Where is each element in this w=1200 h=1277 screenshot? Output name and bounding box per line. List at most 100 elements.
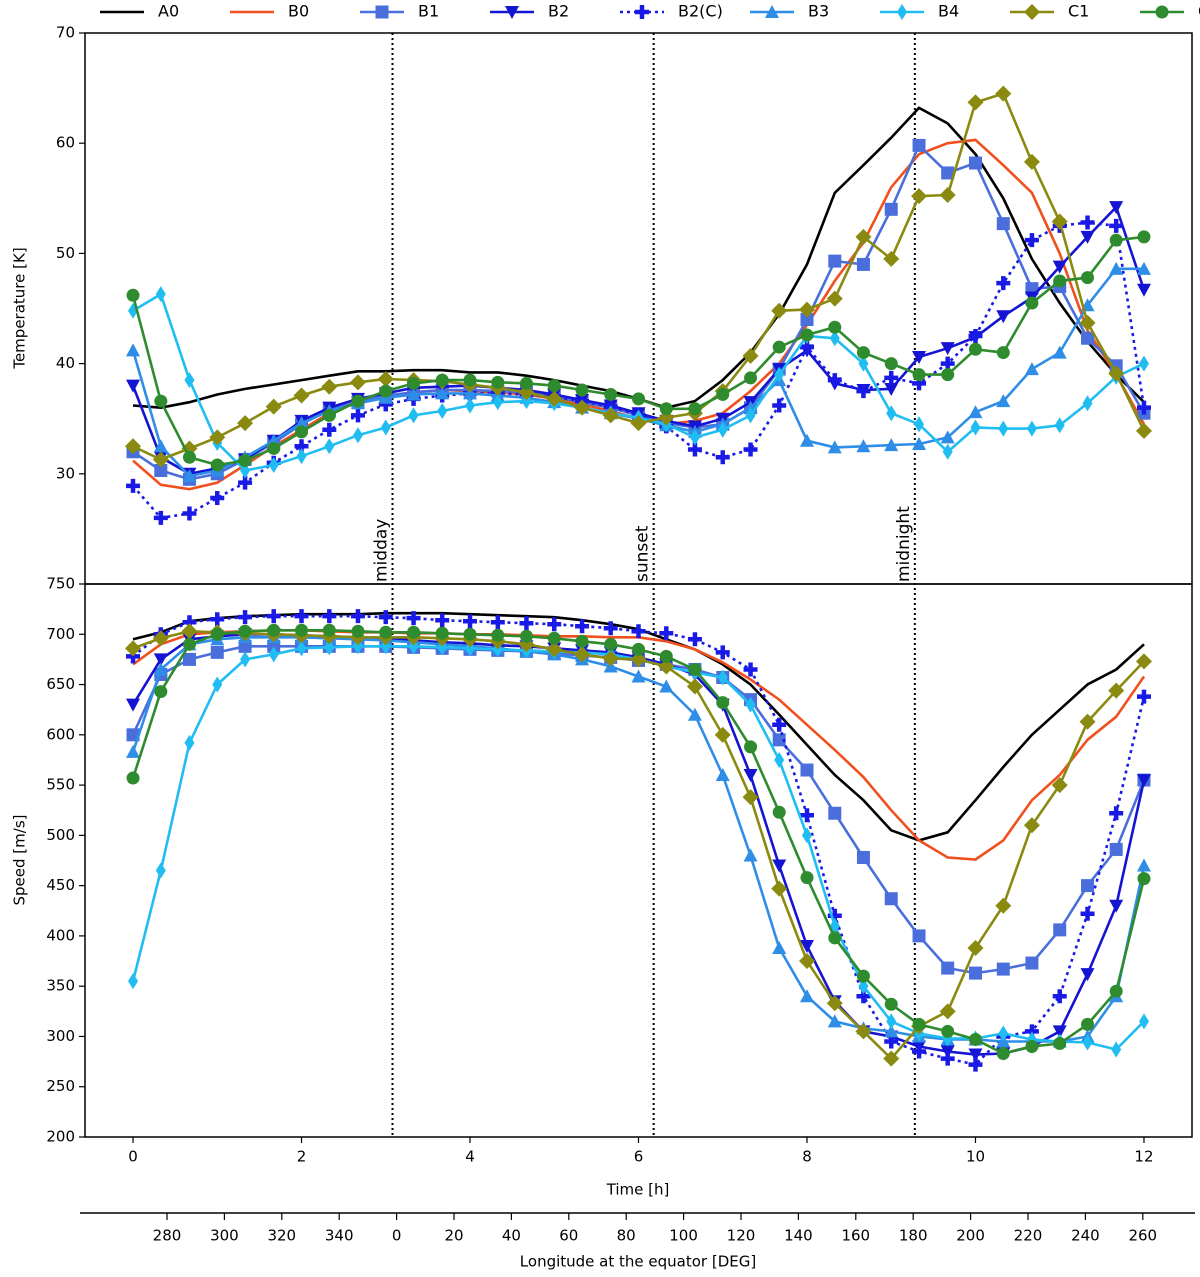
- data-point: [743, 848, 758, 862]
- data-point: [126, 698, 141, 712]
- data-point: [967, 94, 984, 111]
- data-point: [631, 624, 646, 639]
- data-point: [827, 440, 842, 454]
- data-point: [772, 805, 786, 819]
- data-point: [210, 645, 224, 659]
- data-point: [826, 290, 843, 307]
- x2-tick-label: 200: [956, 1227, 985, 1245]
- x2-tick-label: 80: [617, 1227, 636, 1245]
- data-point: [237, 415, 254, 432]
- data-point: [519, 616, 534, 631]
- data-point: [801, 827, 812, 844]
- data-point: [886, 405, 897, 422]
- x2-axis-label: Longitude at the equator [DEG]: [520, 1253, 756, 1271]
- data-point: [1136, 400, 1151, 415]
- data-point: [575, 619, 590, 634]
- data-point: [743, 769, 758, 783]
- data-point: [126, 478, 141, 493]
- y-tick-label: 70: [56, 24, 75, 42]
- data-point: [939, 186, 956, 203]
- data-point: [799, 939, 814, 953]
- data-point: [912, 1044, 927, 1059]
- data-point: [1136, 283, 1151, 297]
- data-point: [126, 728, 140, 742]
- data-point: [1082, 395, 1093, 412]
- data-point: [940, 342, 955, 356]
- data-point: [1109, 984, 1123, 998]
- x-tick-label: 4: [465, 1148, 475, 1166]
- y-tick-label: 50: [56, 244, 75, 262]
- data-point: [1109, 842, 1123, 856]
- data-point: [182, 450, 196, 464]
- data-point: [715, 645, 730, 660]
- data-point: [659, 679, 674, 693]
- y-tick-label: 350: [46, 977, 75, 995]
- legend-label: B2(C): [678, 2, 723, 21]
- data-point: [266, 609, 281, 624]
- data-point: [152, 630, 169, 647]
- data-point: [939, 1003, 956, 1020]
- data-point: [970, 419, 981, 436]
- data-point: [827, 373, 842, 388]
- data-point: [632, 392, 645, 406]
- data-point: [1079, 314, 1096, 331]
- data-point: [265, 398, 282, 415]
- data-point: [125, 438, 142, 455]
- data-point: [828, 254, 842, 268]
- data-point: [800, 763, 814, 777]
- data-point: [968, 342, 982, 356]
- data-point: [772, 733, 786, 747]
- y-tick-label: 40: [56, 354, 75, 372]
- y-tick-label: 300: [46, 1027, 75, 1045]
- data-point: [716, 387, 730, 401]
- x-tick-label: 6: [634, 1148, 644, 1166]
- legend-label: B3: [808, 2, 829, 21]
- data-point: [858, 355, 869, 372]
- data-point: [940, 430, 955, 444]
- data-point: [602, 407, 619, 424]
- data-point: [1136, 689, 1151, 704]
- x2-tick-label: 140: [784, 1227, 813, 1245]
- data-point: [800, 328, 814, 342]
- data-point: [912, 350, 927, 364]
- legend-marker: [1024, 4, 1040, 20]
- data-point: [1052, 260, 1067, 274]
- data-point: [884, 892, 898, 906]
- data-point: [774, 751, 785, 768]
- data-point: [546, 641, 563, 658]
- annotation: midday: [372, 519, 392, 582]
- data-point: [941, 1024, 955, 1038]
- legend-label: C1: [1068, 2, 1089, 21]
- data-point: [435, 386, 450, 400]
- data-point: [349, 374, 366, 391]
- data-point: [686, 678, 703, 695]
- y-tick-label: 30: [56, 464, 75, 482]
- data-point: [1079, 713, 1096, 730]
- annotation: midnight: [894, 506, 914, 582]
- data-point: [800, 871, 814, 885]
- data-point: [744, 371, 758, 385]
- legend-label: B4: [938, 2, 959, 21]
- data-point: [1135, 422, 1152, 439]
- data-point: [883, 250, 900, 267]
- data-point: [350, 408, 365, 423]
- data-point: [1135, 653, 1152, 670]
- y-tick-label: 450: [46, 876, 75, 894]
- series-line: [132, 221, 1146, 520]
- data-point: [774, 366, 785, 383]
- data-point: [1051, 777, 1068, 794]
- data-point: [968, 156, 982, 170]
- data-point: [293, 387, 310, 404]
- data-point: [182, 652, 196, 666]
- legend-marker: [635, 5, 649, 19]
- data-point: [324, 639, 335, 656]
- data-point: [884, 370, 899, 385]
- data-point: [1023, 153, 1040, 170]
- y-tick-label: 700: [46, 625, 75, 643]
- data-point: [519, 376, 533, 390]
- data-point: [1054, 417, 1065, 434]
- data-point: [128, 973, 139, 990]
- x2-tick-label: 120: [727, 1227, 756, 1245]
- data-point: [153, 662, 168, 676]
- data-point: [463, 627, 477, 641]
